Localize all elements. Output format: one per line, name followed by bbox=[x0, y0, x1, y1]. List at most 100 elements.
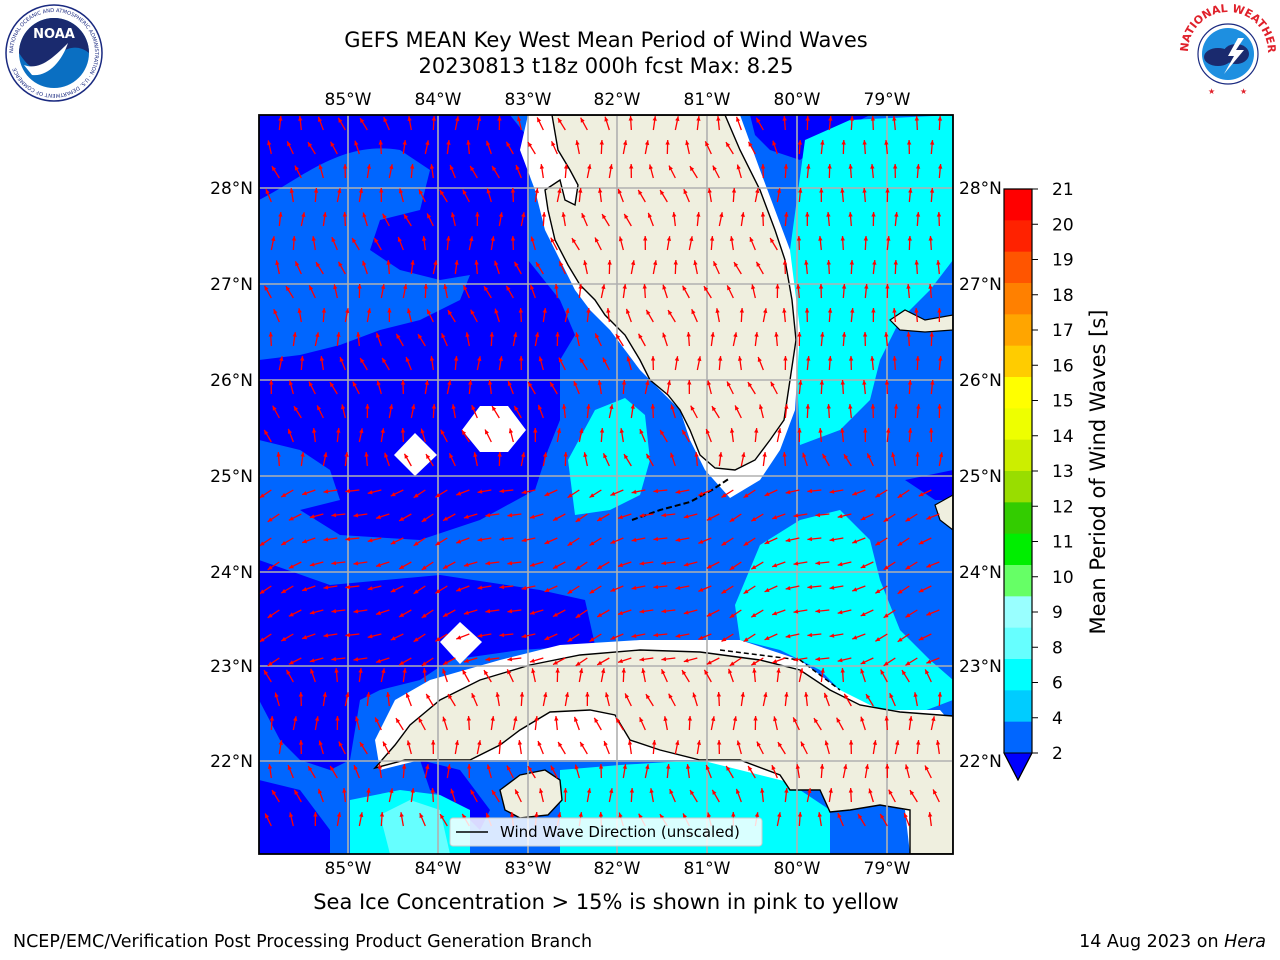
direction-arrow bbox=[367, 489, 382, 495]
direction-arrow bbox=[388, 164, 394, 179]
colorbar-segment bbox=[1004, 314, 1032, 347]
direction-arrow bbox=[552, 609, 566, 618]
direction-arrow bbox=[403, 213, 412, 227]
direction-arrow bbox=[617, 188, 624, 203]
direction-arrow bbox=[442, 609, 456, 618]
direction-arrow bbox=[288, 380, 294, 395]
direction-arrow bbox=[490, 236, 495, 251]
direction-arrow bbox=[774, 331, 779, 347]
direction-arrow bbox=[915, 355, 920, 371]
direction-arrow bbox=[424, 764, 430, 779]
direction-arrow bbox=[731, 187, 737, 203]
direction-arrow bbox=[373, 237, 382, 251]
lat-tick-left: 26°N bbox=[210, 371, 253, 391]
direction-arrow bbox=[475, 211, 480, 227]
direction-arrow bbox=[885, 763, 890, 779]
direction-arrow bbox=[463, 561, 478, 567]
direction-arrow bbox=[843, 693, 852, 707]
direction-arrow bbox=[529, 513, 544, 519]
direction-arrow bbox=[932, 789, 940, 803]
direction-arrow bbox=[785, 585, 800, 591]
direction-arrow bbox=[716, 116, 721, 131]
direction-arrow bbox=[552, 513, 566, 522]
direction-arrow bbox=[476, 356, 482, 371]
direction-arrow bbox=[870, 403, 876, 419]
direction-arrow bbox=[914, 115, 920, 131]
direction-arrow bbox=[628, 115, 633, 131]
direction-arrow bbox=[883, 609, 896, 619]
direction-arrow bbox=[594, 333, 602, 347]
direction-arrow bbox=[402, 668, 407, 683]
direction-arrow bbox=[386, 692, 391, 707]
direction-arrow bbox=[775, 283, 780, 299]
direction-arrow bbox=[278, 116, 283, 131]
direction-arrow bbox=[264, 813, 272, 827]
direction-arrow bbox=[395, 333, 404, 347]
direction-arrow bbox=[580, 117, 588, 131]
direction-arrow bbox=[339, 356, 346, 371]
direction-arrow bbox=[366, 164, 372, 179]
direction-arrow bbox=[267, 513, 280, 523]
direction-arrow bbox=[750, 657, 764, 666]
direction-arrow bbox=[843, 453, 852, 467]
direction-arrow bbox=[807, 632, 822, 638]
land-florida bbox=[544, 115, 797, 471]
direction-arrow bbox=[750, 609, 764, 618]
direction-arrow bbox=[668, 693, 676, 707]
direction-arrow bbox=[508, 428, 514, 443]
direction-arrow bbox=[807, 584, 822, 590]
direction-arrow bbox=[894, 740, 900, 755]
direction-arrow bbox=[798, 380, 803, 395]
direction-arrow bbox=[694, 451, 699, 467]
direction-arrow bbox=[793, 657, 808, 662]
direction-arrow bbox=[666, 236, 672, 251]
colorbar-segment bbox=[1004, 377, 1032, 409]
lat-tick-right: 26°N bbox=[959, 371, 1002, 391]
direction-arrow bbox=[398, 561, 412, 570]
direction-arrow bbox=[782, 451, 787, 467]
direction-arrow bbox=[862, 187, 867, 203]
direction-arrow bbox=[431, 403, 437, 419]
direction-arrow bbox=[485, 657, 500, 662]
direction-arrow bbox=[468, 380, 473, 395]
direction-arrow bbox=[331, 560, 346, 566]
lon-tick-top: 84°W bbox=[415, 90, 462, 110]
direction-arrow bbox=[575, 140, 580, 155]
direction-arrow bbox=[937, 307, 942, 323]
colorbar-tick-label: 14 bbox=[1052, 427, 1074, 447]
direction-arrow bbox=[442, 561, 456, 570]
direction-arrow bbox=[456, 537, 470, 544]
direction-arrow bbox=[892, 355, 897, 371]
direction-arrow bbox=[467, 763, 472, 779]
direction-arrow bbox=[435, 489, 448, 498]
direction-arrow bbox=[872, 740, 878, 755]
direction-arrow bbox=[447, 693, 456, 707]
direction-arrow bbox=[483, 285, 492, 299]
direction-arrow bbox=[401, 763, 407, 779]
direction-arrow bbox=[610, 585, 624, 593]
direction-arrow bbox=[797, 427, 802, 443]
direction-arrow bbox=[309, 513, 324, 519]
direction-arrow bbox=[928, 235, 933, 251]
direction-arrow bbox=[355, 716, 360, 731]
direction-arrow bbox=[615, 333, 624, 347]
direction-arrow bbox=[630, 404, 635, 419]
direction-arrow bbox=[926, 513, 940, 520]
svg-text:★: ★ bbox=[1240, 87, 1247, 96]
direction-arrow bbox=[420, 428, 426, 443]
direction-arrow bbox=[884, 332, 889, 347]
direction-arrow bbox=[367, 585, 382, 591]
direction-arrow bbox=[470, 309, 478, 323]
direction-arrow bbox=[884, 715, 889, 731]
direction-arrow bbox=[683, 609, 698, 615]
direction-arrow bbox=[477, 537, 492, 542]
direction-arrow bbox=[431, 115, 437, 131]
direction-arrow bbox=[269, 379, 274, 395]
direction-arrow bbox=[358, 812, 364, 827]
direction-arrow bbox=[930, 716, 936, 731]
direction-arrow bbox=[728, 668, 734, 683]
direction-arrow bbox=[336, 428, 341, 443]
lon-tick-bottom: 84°W bbox=[415, 859, 462, 879]
direction-arrow bbox=[323, 489, 338, 494]
direction-arrow bbox=[852, 489, 866, 496]
